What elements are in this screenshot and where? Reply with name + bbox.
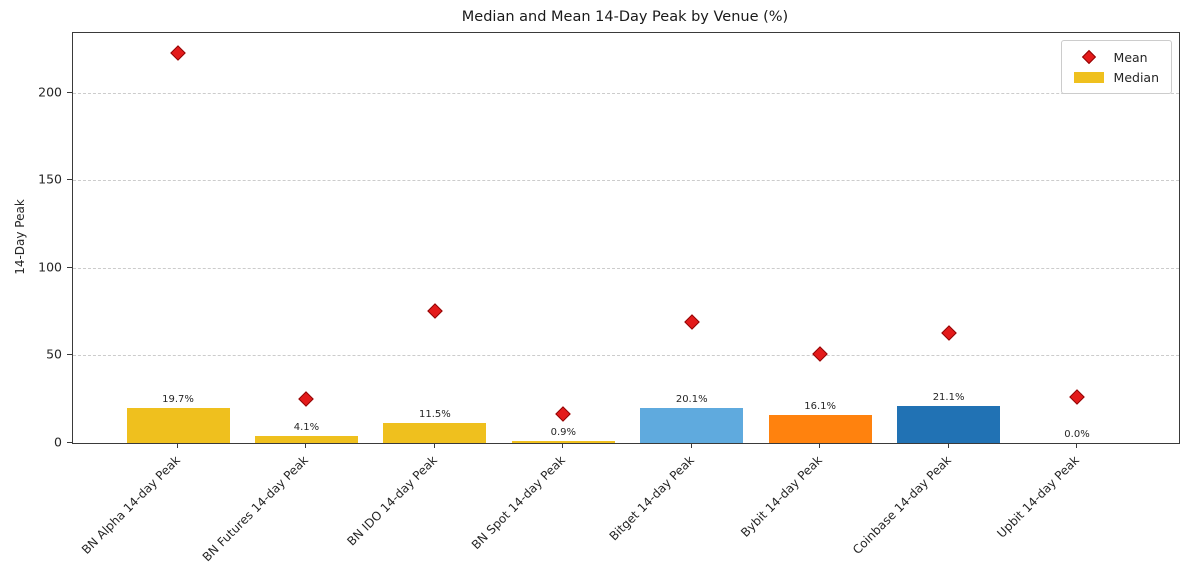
x-tick-mark bbox=[1076, 443, 1077, 448]
y-tick-mark bbox=[67, 179, 72, 181]
median-swatch-icon bbox=[1073, 71, 1104, 83]
mean-diamond-marker-3 bbox=[555, 406, 572, 422]
median-bar-6 bbox=[897, 406, 1001, 443]
median-bar-0 bbox=[126, 408, 230, 443]
x-tick-mark bbox=[947, 443, 949, 448]
mean-diamond-marker-0 bbox=[170, 44, 186, 61]
y-tick-mark bbox=[67, 442, 72, 443]
mean-diamond-marker-6 bbox=[940, 324, 957, 341]
x-tick-mark bbox=[177, 443, 178, 448]
bar-value-label: 11.5% bbox=[418, 408, 451, 420]
bar-value-label: 16.1% bbox=[804, 400, 837, 412]
mean-diamond-marker-5 bbox=[812, 345, 828, 362]
chart-title: Median and Mean 14-Day Peak by Venue (%) bbox=[461, 9, 789, 25]
x-tick-mark bbox=[305, 443, 307, 448]
median-bar-1 bbox=[254, 435, 358, 443]
legend-icon-cell bbox=[1072, 71, 1106, 83]
legend-label-mean: Mean bbox=[1113, 49, 1148, 65]
mean-diamond-marker-4 bbox=[683, 314, 700, 331]
y-tick-label: 0 bbox=[54, 434, 62, 450]
plot-area: 19.7% 4.1% 11.5% 0.9% 20.1% 16.1% 21.1% 0.0% Me… bbox=[72, 32, 1180, 444]
bar-value-label: 21.1% bbox=[932, 392, 965, 404]
gridline-y-200 bbox=[73, 92, 1179, 94]
legend: Mean Median bbox=[1060, 40, 1172, 94]
x-tick-label-0: BN Alpha 14-day Peak bbox=[78, 453, 183, 557]
x-tick-mark bbox=[562, 443, 564, 448]
y-tick-label: 50 bbox=[46, 346, 62, 362]
bar-value-label: 20.1% bbox=[675, 393, 708, 405]
gridline-y-50 bbox=[73, 355, 1179, 357]
gridline-y-100 bbox=[73, 267, 1179, 269]
bar-value-label: 4.1% bbox=[293, 421, 320, 433]
y-tick-mark bbox=[67, 354, 72, 356]
bar-value-label: 0.0% bbox=[1064, 429, 1090, 440]
median-bar-2 bbox=[383, 422, 487, 443]
x-tick-mark bbox=[819, 443, 821, 448]
bar-value-label: 19.7% bbox=[162, 394, 194, 406]
median-bar-4 bbox=[640, 407, 744, 443]
y-tick-mark bbox=[67, 91, 72, 93]
x-tick-mark bbox=[433, 443, 435, 448]
mean-diamond-icon bbox=[1081, 49, 1096, 65]
mean-diamond-marker-2 bbox=[427, 303, 443, 320]
mean-diamond-marker-7 bbox=[1069, 389, 1085, 405]
y-tick-mark bbox=[67, 266, 72, 268]
legend-label-median: Median bbox=[1113, 69, 1159, 85]
bar-value-label: 0.9% bbox=[550, 427, 576, 439]
legend-icon-cell bbox=[1072, 49, 1106, 65]
mean-diamond-marker-1 bbox=[298, 391, 315, 407]
gridline-y-150 bbox=[73, 180, 1179, 182]
y-tick-label: 200 bbox=[38, 84, 62, 100]
median-bar-5 bbox=[768, 414, 872, 443]
x-tick-mark bbox=[690, 443, 692, 448]
y-tick-label: 100 bbox=[38, 259, 62, 275]
y-tick-label: 150 bbox=[38, 171, 62, 187]
median-bar-3 bbox=[511, 441, 615, 443]
legend-row-mean: Mean bbox=[1072, 47, 1159, 67]
legend-row-median: Median bbox=[1072, 67, 1159, 87]
